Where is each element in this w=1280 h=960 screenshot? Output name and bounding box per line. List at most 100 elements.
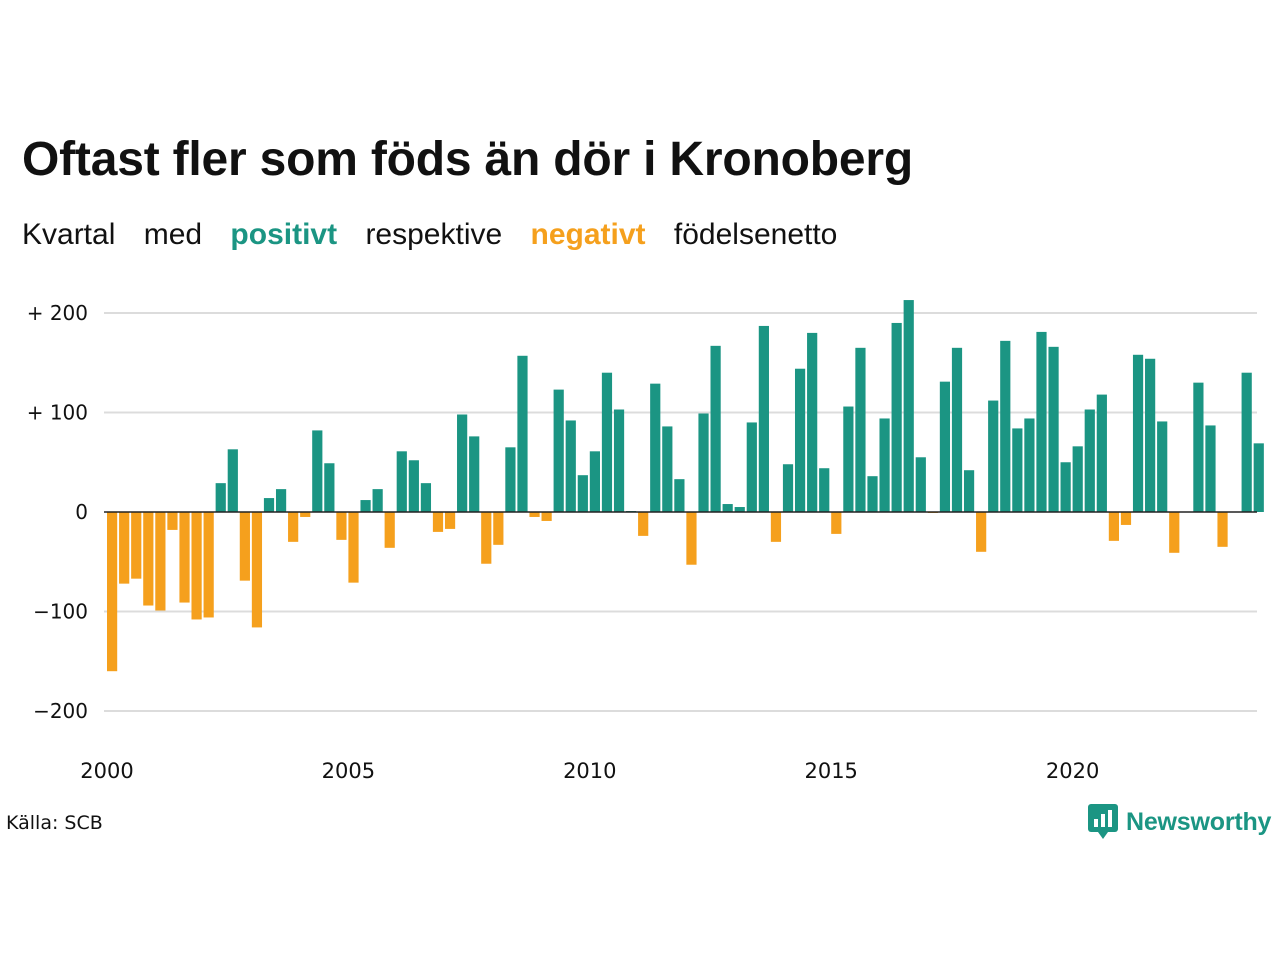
bar <box>300 512 311 517</box>
bar <box>746 422 757 512</box>
bar <box>155 512 166 611</box>
bar <box>251 512 263 628</box>
bar <box>408 460 419 512</box>
bar <box>336 512 347 540</box>
bar <box>1253 443 1264 512</box>
legend-negative-label: negativt <box>530 218 646 251</box>
bar <box>638 512 649 536</box>
bar <box>1060 462 1071 512</box>
bar <box>553 389 564 512</box>
bar <box>734 507 745 512</box>
bar <box>131 512 142 579</box>
bar <box>191 512 202 620</box>
bar <box>903 300 914 512</box>
bar <box>215 483 226 513</box>
bar <box>263 498 275 512</box>
bar <box>770 512 782 542</box>
bar <box>963 470 975 512</box>
bar <box>710 345 721 512</box>
subtitle-word-med: med <box>143 218 203 251</box>
bar <box>396 451 407 513</box>
bar <box>879 418 890 512</box>
y-tick-label: −100 <box>33 600 88 624</box>
bar <box>686 512 697 565</box>
chart-title: Oftast fler som föds än dör i Kronoberg <box>22 133 913 186</box>
bar <box>541 512 552 521</box>
bar <box>613 409 625 512</box>
bar <box>1000 340 1011 512</box>
bar <box>167 512 178 530</box>
bar <box>951 347 963 512</box>
bar <box>1036 331 1047 512</box>
bar <box>855 347 866 512</box>
bar <box>1145 358 1156 512</box>
bar <box>589 451 600 513</box>
bar <box>493 512 504 545</box>
bar <box>1193 382 1204 512</box>
bar <box>939 381 951 512</box>
bar <box>698 413 709 512</box>
newsworthy-logo-icon <box>1088 804 1118 839</box>
bar <box>867 476 878 512</box>
bar <box>432 512 444 532</box>
bar <box>915 457 926 513</box>
bar <box>1157 421 1168 512</box>
bar <box>360 500 371 512</box>
subtitle-word-fodelsenetto: födelsenetto <box>673 218 838 251</box>
bar <box>457 414 468 512</box>
y-tick-label: −200 <box>33 699 88 723</box>
bar <box>988 400 999 512</box>
subtitle-word-kvartal: Kvartal <box>22 218 116 251</box>
y-tick-label: 0 <box>75 500 88 524</box>
bar <box>505 447 516 512</box>
bar <box>239 512 250 581</box>
bar <box>227 449 238 512</box>
x-tick-label: 2010 <box>563 759 616 783</box>
bar <box>1024 418 1035 512</box>
bar <box>819 468 830 512</box>
bar <box>312 430 323 512</box>
chart-subtitle: Kvartal med positivt respektive negativt… <box>22 218 857 252</box>
bar <box>179 512 190 603</box>
bar <box>650 383 661 512</box>
bar <box>275 489 287 513</box>
y-tick-label: + 100 <box>27 401 88 425</box>
bar <box>107 512 118 672</box>
bar <box>1205 425 1216 512</box>
bar <box>348 512 359 583</box>
bar <box>517 355 528 512</box>
bar <box>119 512 130 584</box>
subtitle-word-respektive: respektive <box>365 218 503 251</box>
bar <box>891 322 902 512</box>
x-tick-label: 2015 <box>804 759 857 783</box>
x-tick-label: 2005 <box>322 759 375 783</box>
bar <box>601 372 613 512</box>
legend-positive-label: positivt <box>230 218 338 251</box>
bar <box>1084 409 1095 512</box>
bar <box>324 463 335 513</box>
bar <box>444 512 456 529</box>
bar <box>976 512 987 552</box>
bar <box>831 512 842 534</box>
bar <box>1072 446 1083 512</box>
bar <box>1217 512 1228 547</box>
bar <box>529 512 540 517</box>
bar <box>1132 354 1144 512</box>
bar-chart: + 200 + 100 0 −100 −200 2000 2005 2010 2015 2020 <box>27 300 1264 783</box>
bar <box>1108 512 1120 541</box>
bar <box>1120 512 1132 525</box>
bar <box>288 512 299 542</box>
bar <box>1012 428 1023 512</box>
x-tick-label: 2000 <box>80 759 133 783</box>
bar <box>372 489 383 513</box>
bar <box>143 512 154 606</box>
bar <box>1048 346 1059 512</box>
bar <box>203 512 214 618</box>
bar <box>469 436 480 512</box>
x-tick-label: 2020 <box>1046 759 1099 783</box>
bar <box>1169 512 1180 553</box>
bar <box>1241 372 1252 512</box>
bar <box>807 332 818 512</box>
brand-name: Newsworthy <box>1126 807 1272 836</box>
bar <box>481 512 492 564</box>
